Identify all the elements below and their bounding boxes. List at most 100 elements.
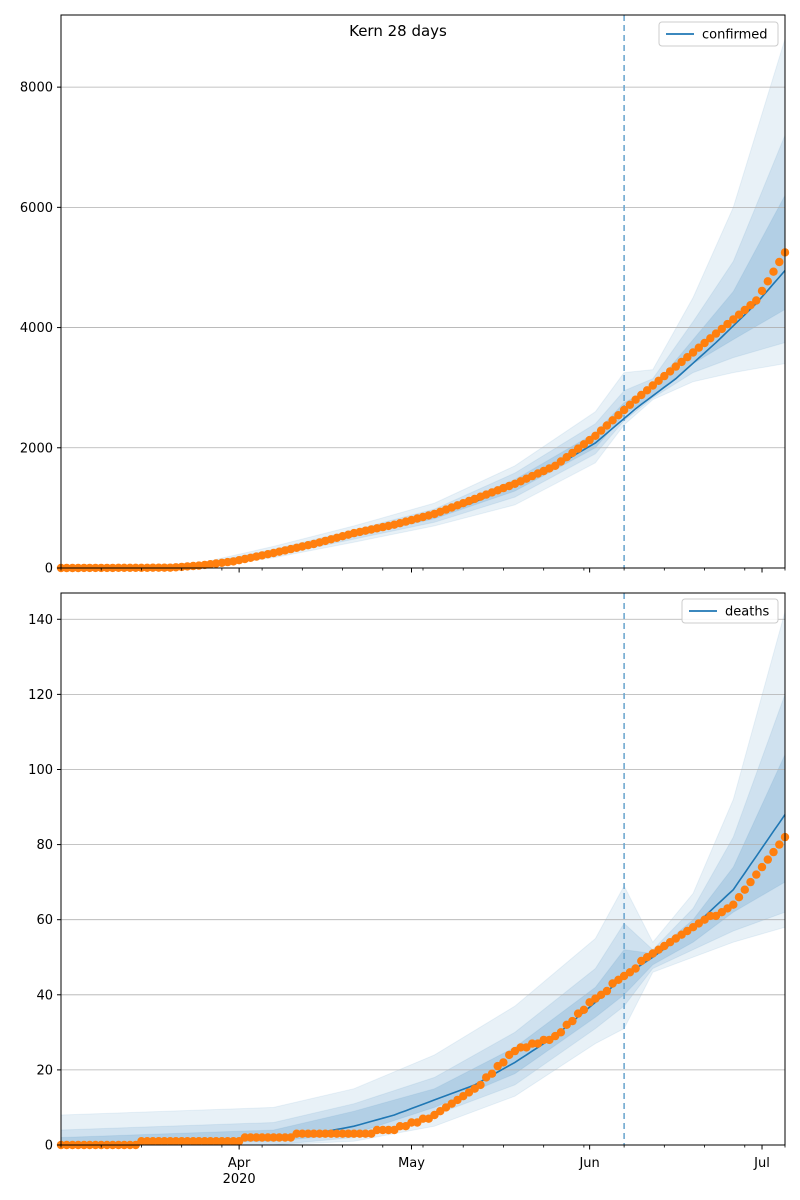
observed-point [757,862,767,872]
observed-point [694,343,703,352]
observed-point [591,431,600,440]
observed-point [257,1133,267,1142]
observed-point [683,353,692,362]
observed-point [775,257,784,267]
observed-point [349,1129,359,1138]
observed-point [775,840,784,849]
observed-point [734,310,744,319]
observed-point [573,444,583,453]
observed-point [671,362,680,371]
y-tick-label: 60 [36,913,53,928]
observed-point [746,301,755,310]
x-year-label: 2020 [223,1172,256,1187]
observed-point [137,1137,146,1146]
observed-point [361,1129,370,1138]
observed-point [309,1129,318,1138]
observed-point [631,964,640,973]
y-tick-label: 0 [45,562,53,577]
observed-point [551,461,560,470]
observed-point [752,296,761,305]
legend-box [658,21,779,47]
observed-point [631,395,640,404]
y-tick-label: 2000 [20,441,53,456]
observed-point [608,416,617,425]
observed-point [746,877,755,887]
observed-point [332,1129,341,1138]
x-tick-label: Jul [753,1156,770,1171]
y-tick-label: 80 [36,838,53,853]
observed-point [769,847,778,857]
y-tick-label: 0 [45,1139,53,1154]
deaths-axes: 0 20 40 60 80 100 120 140 [28,592,786,1154]
observed-point [194,1137,204,1146]
legend-box [681,598,779,624]
observed-point [688,348,698,357]
observed-point [407,1118,416,1127]
observed-point [700,338,709,348]
observed-point [637,390,646,400]
observed-point [706,334,715,343]
observed-point [729,900,738,909]
confirmed-legend: confirmed [658,21,779,47]
y-tick-label: 20 [36,1063,53,1078]
confirmed-observed-points [56,248,790,573]
legend-label: deaths [725,605,770,620]
observed-point [734,893,744,902]
observed-point [298,1129,307,1138]
x-axis-labels: Apr May Jun Jul 2020 [223,1156,770,1187]
observed-point [321,1129,330,1138]
y-tick-label: 4000 [20,321,53,336]
observed-point [717,324,726,334]
observed-point [660,371,669,381]
confirmed-axes: 0 2000 4000 6000 8000 [20,14,786,577]
observed-point [171,1137,181,1146]
observed-point [602,986,612,996]
observed-point [183,1137,192,1146]
observed-point [372,1125,382,1135]
observed-point [476,1080,485,1090]
observed-point [499,1058,508,1067]
observed-point [740,885,749,894]
observed-point [763,277,772,286]
deaths-observed-points [56,832,790,1150]
confirmed-panel: 0 2000 4000 6000 8000 Kern 28 days confirmed [20,14,790,577]
x-tick-label: May [398,1156,425,1171]
observed-point [585,435,594,445]
observed-point [384,1125,393,1135]
observed-point [487,1069,497,1078]
observed-point [148,1137,158,1146]
observed-point [275,1133,284,1142]
deaths-panel: 0 20 40 60 80 100 120 140 deaths [28,592,790,1154]
observed-point [665,367,675,376]
observed-point [395,1122,405,1131]
y-tick-label: 40 [36,988,53,1003]
observed-point [642,386,652,395]
observed-point [568,448,577,458]
observed-point [556,457,566,466]
observed-point [723,319,732,329]
observed-point [763,855,772,864]
observed-point [596,426,606,435]
observed-point [711,329,721,338]
observed-point [246,1133,255,1142]
legend-label: confirmed [702,28,768,43]
deaths-legend: deaths [681,598,779,624]
observed-point [769,267,778,276]
observed-point [160,1137,169,1146]
y-tick-label: 6000 [20,201,53,216]
observed-point [619,405,629,415]
observed-point [654,376,663,385]
observed-point [614,411,623,420]
observed-point [223,1137,232,1146]
observed-point [757,286,767,296]
observed-point [556,1028,566,1037]
y-tick-label: 100 [28,763,53,778]
observed-point [211,1137,221,1146]
chart-title: Kern 28 days [349,22,447,40]
observed-point [602,421,612,430]
observed-point [568,1016,577,1026]
observed-point [729,315,738,324]
observed-point [740,305,749,315]
